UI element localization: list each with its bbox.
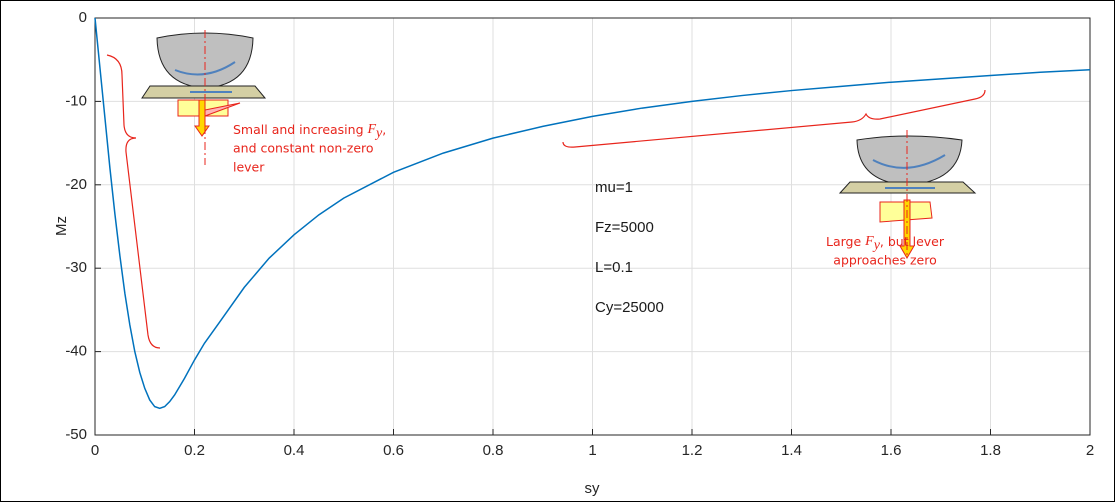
y-tick-label: -20 [65, 176, 87, 193]
annotation-text: Small and increasing [233, 122, 367, 137]
y-tick-label: -10 [65, 92, 87, 109]
x-tick-label: 2 [1086, 442, 1094, 459]
tire-icon [838, 130, 977, 259]
annotation: Large Fy, but lever [826, 234, 945, 254]
x-tick-label: 1.2 [682, 442, 703, 459]
brace [562, 89, 986, 148]
x-tick-label: 0.8 [483, 442, 504, 459]
annotation-symbol: F [864, 234, 874, 249]
y-tick-label: -30 [65, 259, 87, 276]
x-tick-label: 0.6 [383, 442, 404, 459]
x-tick-label: 1.4 [781, 442, 802, 459]
parameter-label: Fz=5000 [595, 219, 654, 236]
tire-icon [141, 30, 267, 165]
x-tick-label: 1.8 [980, 442, 1001, 459]
parameter-label: L=0.1 [595, 259, 633, 276]
annotation: and constant non-zero [233, 141, 374, 156]
x-tick-label: 1.6 [881, 442, 902, 459]
y-axis-label: Mz [53, 216, 70, 236]
annotation-text: , [382, 122, 386, 137]
annotation: Small and increasing Fy, [233, 122, 386, 142]
y-tick-label: -50 [65, 426, 87, 443]
y-tick-label: 0 [79, 9, 87, 26]
annotation: lever [233, 160, 265, 175]
annotation-subscript: y [374, 126, 383, 141]
annotation-text: Large [826, 234, 865, 249]
x-tick-label: 0 [91, 442, 99, 459]
parameter-label: Cy=25000 [595, 299, 664, 316]
x-tick-label: 0.4 [284, 442, 305, 459]
x-tick-label: 1 [588, 442, 596, 459]
plot-layer: 0-10-20-30-40-500 0.2 0.4 0.6 0.8 1 1.2 1.4 1.6 1… [65, 9, 1094, 459]
x-axis-label: sy [585, 480, 601, 497]
annotation: approaches zero [833, 253, 936, 268]
annotation-text: , but lever [880, 234, 945, 249]
annotation-symbol: F [366, 122, 376, 137]
annotation-subscript: y [872, 238, 881, 253]
x-tick-label: 0.2 [184, 442, 205, 459]
y-tick-label: -40 [65, 343, 87, 360]
parameter-label: mu=1 [595, 179, 633, 196]
brace [106, 54, 161, 349]
data-line [94, 17, 1091, 410]
